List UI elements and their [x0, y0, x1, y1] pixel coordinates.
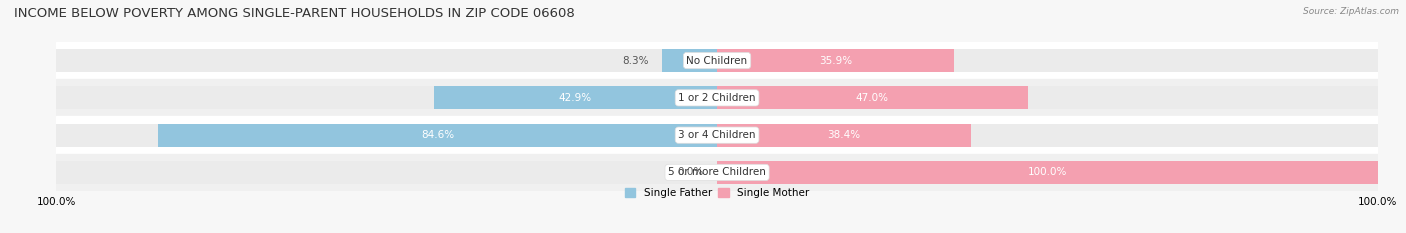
Text: 8.3%: 8.3%	[623, 56, 650, 65]
Text: INCOME BELOW POVERTY AMONG SINGLE-PARENT HOUSEHOLDS IN ZIP CODE 06608: INCOME BELOW POVERTY AMONG SINGLE-PARENT…	[14, 7, 575, 20]
Bar	[56, 86, 717, 110]
Text: Source: ZipAtlas.com: Source: ZipAtlas.com	[1303, 7, 1399, 16]
Text: 5 or more Children: 5 or more Children	[668, 168, 766, 177]
Bar	[56, 49, 717, 72]
Text: 38.4%: 38.4%	[827, 130, 860, 140]
Bar	[56, 116, 1378, 154]
Text: 100.0%: 100.0%	[1028, 168, 1067, 177]
Bar	[56, 79, 1378, 116]
Bar	[662, 49, 717, 72]
Bar	[56, 123, 717, 147]
Text: No Children: No Children	[686, 56, 748, 65]
Bar	[717, 123, 970, 147]
Bar	[717, 161, 1378, 184]
Bar	[56, 154, 1378, 191]
Bar	[717, 123, 1378, 147]
Bar	[717, 49, 955, 72]
Legend: Single Father, Single Mother: Single Father, Single Mother	[624, 188, 810, 198]
Bar	[433, 86, 717, 110]
Text: 42.9%: 42.9%	[558, 93, 592, 103]
Text: 84.6%: 84.6%	[420, 130, 454, 140]
Text: 35.9%: 35.9%	[820, 56, 852, 65]
Text: 1 or 2 Children: 1 or 2 Children	[678, 93, 756, 103]
Text: 0.0%: 0.0%	[678, 168, 704, 177]
Bar	[717, 86, 1028, 110]
Text: 47.0%: 47.0%	[856, 93, 889, 103]
Bar	[56, 42, 1378, 79]
Bar	[717, 161, 1378, 184]
Bar	[157, 123, 717, 147]
Bar	[56, 161, 717, 184]
Bar	[717, 49, 1378, 72]
Text: 3 or 4 Children: 3 or 4 Children	[678, 130, 756, 140]
Bar	[717, 86, 1378, 110]
